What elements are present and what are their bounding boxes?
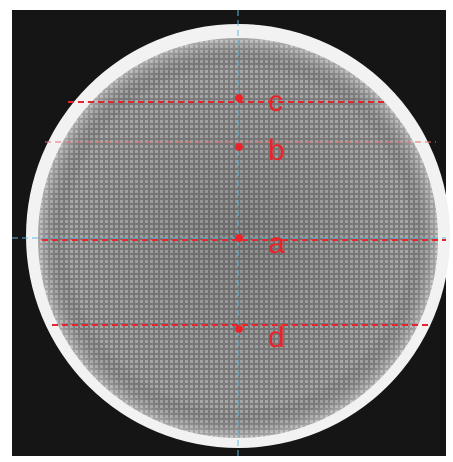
point-b: [235, 143, 243, 151]
ct-image: c b a d: [0, 0, 453, 462]
point-a: [235, 234, 243, 242]
label-b: b: [268, 134, 285, 167]
page: c b a d (() => { const data = JSON.parse…: [0, 0, 453, 462]
label-a: a: [268, 227, 285, 260]
point-c: [235, 94, 243, 102]
point-d: [235, 325, 243, 333]
label-c: c: [268, 85, 283, 118]
label-d: d: [268, 321, 285, 354]
